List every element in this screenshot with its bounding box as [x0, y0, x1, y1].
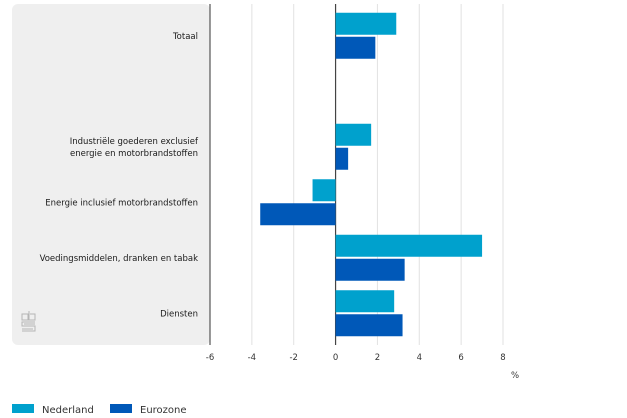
legend-swatch-eurozone: [110, 404, 132, 413]
bar-nederland: [335, 234, 483, 257]
category-labels: Totaal Industriële goederen exclusief ener…: [40, 32, 199, 320]
x-tick-label: 8: [500, 353, 505, 363]
x-tick-label: 0: [333, 353, 338, 363]
category-label: Voedingsmiddelen, dranken en tabak: [40, 254, 198, 264]
label-panel: [12, 4, 210, 345]
x-tick-label: 4: [417, 353, 422, 363]
bar-eurozone: [335, 147, 349, 170]
bar-nederland: [335, 123, 372, 146]
x-tick-label: -2: [289, 353, 297, 363]
category-label: Industriële goederen exclusief: [70, 137, 199, 147]
bar-eurozone: [335, 258, 405, 281]
x-tick-label: -4: [248, 353, 256, 363]
category-label: Diensten: [160, 309, 198, 319]
bars: [260, 12, 483, 337]
category-label: energie en motorbrandstoffen: [70, 149, 198, 159]
x-tick-label: -6: [206, 353, 214, 363]
x-tick-label: 2: [375, 353, 380, 363]
bar-nederland: [335, 290, 395, 313]
legend: Nederland Eurozone: [12, 404, 187, 416]
bar-eurozone: [260, 203, 336, 226]
bar-nederland: [335, 12, 397, 35]
x-tick-labels: -6 -4 -2 0 2 4 6 8: [206, 353, 506, 363]
bar-eurozone: [335, 36, 376, 59]
legend-label: Nederland: [42, 405, 94, 416]
bar-nederland: [312, 179, 336, 202]
legend-swatch-nederland: [12, 404, 34, 413]
x-axis-label: %: [511, 371, 519, 381]
bar-eurozone: [335, 314, 403, 337]
x-tick-label: 6: [458, 353, 463, 363]
gridlines: [209, 4, 504, 345]
cbs-logo-icon: [21, 311, 36, 332]
category-label: Energie inclusief motorbrandstoffen: [45, 198, 198, 208]
category-label: Totaal: [172, 32, 198, 42]
legend-label: Eurozone: [140, 405, 187, 416]
